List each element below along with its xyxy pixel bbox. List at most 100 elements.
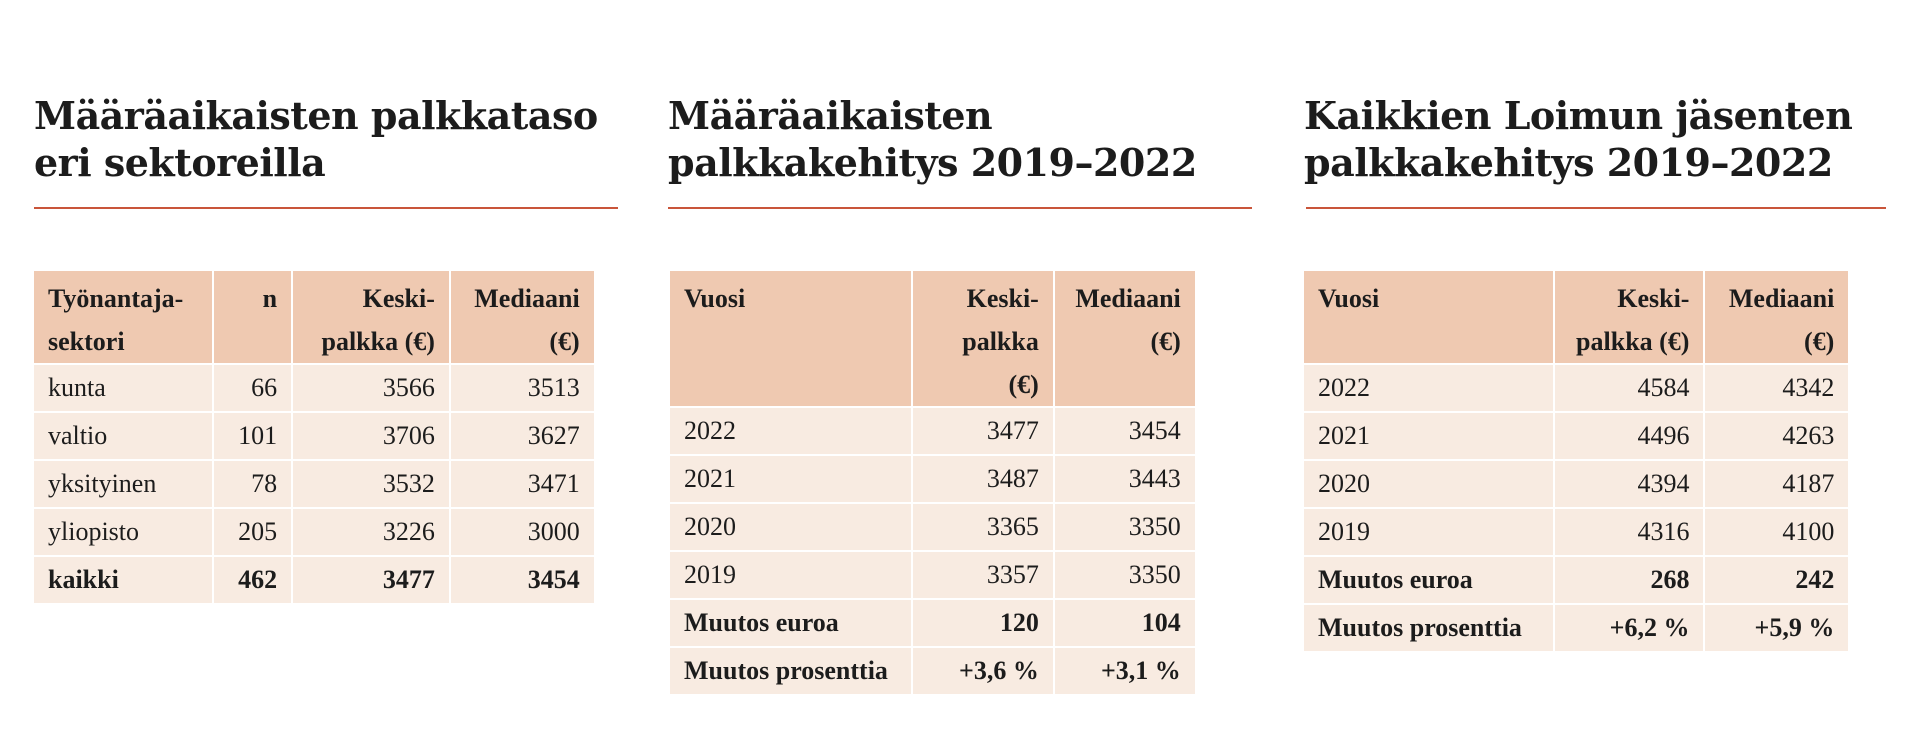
row-median: 4187 [1705,461,1849,507]
row-average: 3226 [293,509,449,555]
row-average: 3477 [293,557,449,603]
header-median: Mediaani (€) [450,271,594,363]
table-row: 2019 3357 3350 [670,552,1195,598]
row-median: 3350 [1054,552,1195,598]
header-n: n [214,271,292,363]
row-median: 4263 [1705,413,1849,459]
header-year: Vuosi [670,271,911,406]
row-average: 4584 [1555,365,1704,411]
header-average-salary: Keski-palkka (€) [1555,271,1704,363]
table-row: 2022 3477 3454 [670,408,1195,454]
table-row-total: kaikki 462 3477 3454 [34,557,594,603]
panel-temporary-salary-trend: Määräaikaisten palkkakehitys 2019–2022 V… [668,92,1252,694]
row-label: yksityinen [34,461,213,507]
row-label: 2019 [1304,509,1554,555]
all-members-salary-trend-table: Vuosi Keski-palkka (€) Mediaani (€) 2022 … [1302,269,1850,653]
row-label: yliopisto [34,509,213,555]
row-label: 2021 [1304,413,1554,459]
row-median: 3000 [450,509,594,555]
row-label: 2019 [670,552,911,598]
row-median: 3454 [450,557,594,603]
row-label: Muutos euroa [1304,557,1554,603]
title-line-1: Määräaikaisten [668,93,993,138]
row-average: 4496 [1555,413,1704,459]
row-median: 104 [1054,600,1195,646]
row-label: Muutos prosenttia [670,648,911,694]
title-divider [34,207,618,209]
table-row-change-euro: Muutos euroa 268 242 [1304,557,1849,603]
sector-salary-table: Työnantaja-sektori n Keski-palkka (€) Me… [32,269,596,605]
row-average: +3,6 % [912,648,1053,694]
row-average: +6,2 % [1555,605,1704,651]
header-year: Vuosi [1304,271,1554,363]
table-row-change-percent: Muutos prosenttia +6,2 % +5,9 % [1304,605,1849,651]
table-header-row: Vuosi Keski-palkka (€) Mediaani (€) [670,271,1195,406]
row-average: 4316 [1555,509,1704,555]
row-median: +5,9 % [1705,605,1849,651]
row-label: 2020 [670,504,911,550]
row-label: 2022 [1304,365,1554,411]
title-line-2: palkkakehitys 2019–2022 [1304,140,1833,185]
row-average: 3477 [912,408,1053,454]
table-row: 2019 4316 4100 [1304,509,1849,555]
row-median: 3454 [1054,408,1195,454]
title-line-2: palkkakehitys 2019–2022 [668,140,1197,185]
row-average: 268 [1555,557,1704,603]
table-row: yliopisto 205 3226 3000 [34,509,594,555]
header-median: Mediaani (€) [1705,271,1849,363]
panel-all-members-salary-trend: Kaikkien Loimun jäsenten palkkakehitys 2… [1304,92,1886,651]
row-label: 2022 [670,408,911,454]
header-median: Mediaani (€) [1054,271,1195,406]
header-average-salary: Keski-palkka (€) [912,271,1053,406]
table-row: 2021 4496 4263 [1304,413,1849,459]
title-line-2: eri sektoreilla [34,140,326,185]
row-n: 78 [214,461,292,507]
header-average-salary: Keski-palkka (€) [293,271,449,363]
row-average: 3357 [912,552,1053,598]
title-line-1: Määräaikaisten palkkataso [34,93,598,138]
title-line-1: Kaikkien Loimun jäsenten [1304,93,1853,138]
table-row: valtio 101 3706 3627 [34,413,594,459]
panel-title: Kaikkien Loimun jäsenten palkkakehitys 2… [1304,92,1853,186]
row-n: 66 [214,365,292,411]
row-average: 3487 [912,456,1053,502]
table-row: 2020 3365 3350 [670,504,1195,550]
row-median: 4342 [1705,365,1849,411]
row-median: 4100 [1705,509,1849,555]
row-median: 3443 [1054,456,1195,502]
row-label: valtio [34,413,213,459]
row-label: kaikki [34,557,213,603]
row-n: 462 [214,557,292,603]
panel-title: Määräaikaisten palkkataso eri sektoreill… [34,92,598,186]
table-row: 2020 4394 4187 [1304,461,1849,507]
table-row: yksityinen 78 3532 3471 [34,461,594,507]
row-label: Muutos euroa [670,600,911,646]
row-median: 3350 [1054,504,1195,550]
row-label: 2020 [1304,461,1554,507]
row-label: kunta [34,365,213,411]
row-n: 101 [214,413,292,459]
row-median: 3471 [450,461,594,507]
table-row: 2022 4584 4342 [1304,365,1849,411]
panel-sector-salary: Määräaikaisten palkkataso eri sektoreill… [34,92,618,603]
title-divider [1306,207,1886,209]
row-median: +3,1 % [1054,648,1195,694]
row-median: 3627 [450,413,594,459]
temporary-salary-trend-table: Vuosi Keski-palkka (€) Mediaani (€) 2022 … [668,269,1197,696]
row-average: 120 [912,600,1053,646]
table-header-row: Vuosi Keski-palkka (€) Mediaani (€) [1304,271,1849,363]
row-average: 3532 [293,461,449,507]
row-median: 242 [1705,557,1849,603]
table-row-change-percent: Muutos prosenttia +3,6 % +3,1 % [670,648,1195,694]
row-average: 3566 [293,365,449,411]
panel-title: Määräaikaisten palkkakehitys 2019–2022 [668,92,1197,186]
row-average: 3365 [912,504,1053,550]
table-header-row: Työnantaja-sektori n Keski-palkka (€) Me… [34,271,594,363]
row-label: 2021 [670,456,911,502]
table-row: 2021 3487 3443 [670,456,1195,502]
row-median: 3513 [450,365,594,411]
title-divider [668,207,1252,209]
row-average: 3706 [293,413,449,459]
header-employer-sector: Työnantaja-sektori [34,271,213,363]
row-label: Muutos prosenttia [1304,605,1554,651]
